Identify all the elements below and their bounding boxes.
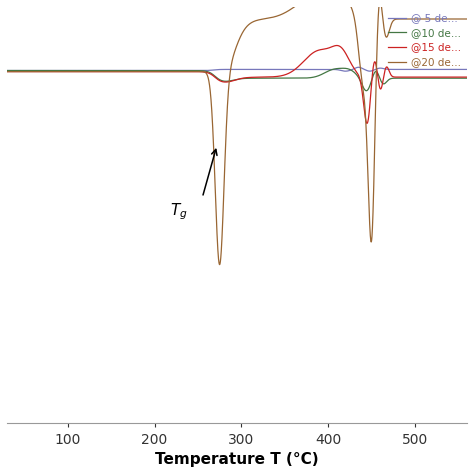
Line: @10 de…: @10 de… (7, 68, 467, 91)
@15 de… (364, 120, 370, 126)
@ 5 de… (276, 66, 282, 72)
@20 de… (171, 69, 176, 74)
Line: @ 5 de…: @ 5 de… (7, 67, 467, 71)
@20 de… (370, 218, 375, 224)
Text: $T_g$: $T_g$ (170, 201, 188, 222)
@15 de… (464, 74, 470, 80)
@20 de… (217, 262, 222, 267)
@ 5 de… (4, 68, 10, 73)
@10 de… (27, 68, 33, 73)
@15 de… (27, 69, 33, 74)
@15 de… (171, 69, 176, 74)
@20 de… (4, 69, 10, 74)
@ 5 de… (356, 64, 361, 70)
@15 de… (345, 55, 351, 61)
@ 5 de… (464, 66, 470, 72)
@10 de… (276, 75, 282, 81)
@ 5 de… (171, 68, 176, 73)
@ 5 de… (27, 68, 33, 73)
@20 de… (296, 0, 302, 6)
@20 de… (27, 69, 33, 74)
@10 de… (296, 75, 302, 81)
Line: @20 de…: @20 de… (7, 0, 467, 264)
@15 de… (276, 73, 282, 79)
@20 de… (464, 16, 470, 22)
@ 5 de… (345, 68, 351, 74)
@10 de… (340, 65, 346, 71)
@10 de… (370, 74, 375, 80)
@15 de… (4, 69, 10, 74)
@ 5 de… (296, 66, 302, 72)
@10 de… (171, 68, 176, 73)
X-axis label: Temperature T (°C): Temperature T (°C) (155, 452, 319, 467)
@10 de… (464, 75, 470, 81)
@20 de… (276, 12, 282, 18)
@20 de… (346, 0, 351, 5)
@15 de… (334, 43, 339, 48)
Legend: @ 5 de…, @10 de…, @15 de…, @20 de…: @ 5 de…, @10 de…, @15 de…, @20 de… (383, 9, 465, 72)
@10 de… (364, 88, 369, 93)
Line: @15 de…: @15 de… (7, 46, 467, 123)
@15 de… (370, 69, 375, 74)
@10 de… (4, 68, 10, 73)
@ 5 de… (343, 68, 348, 74)
@10 de… (345, 66, 351, 72)
@ 5 de… (370, 68, 375, 73)
@15 de… (296, 63, 302, 69)
